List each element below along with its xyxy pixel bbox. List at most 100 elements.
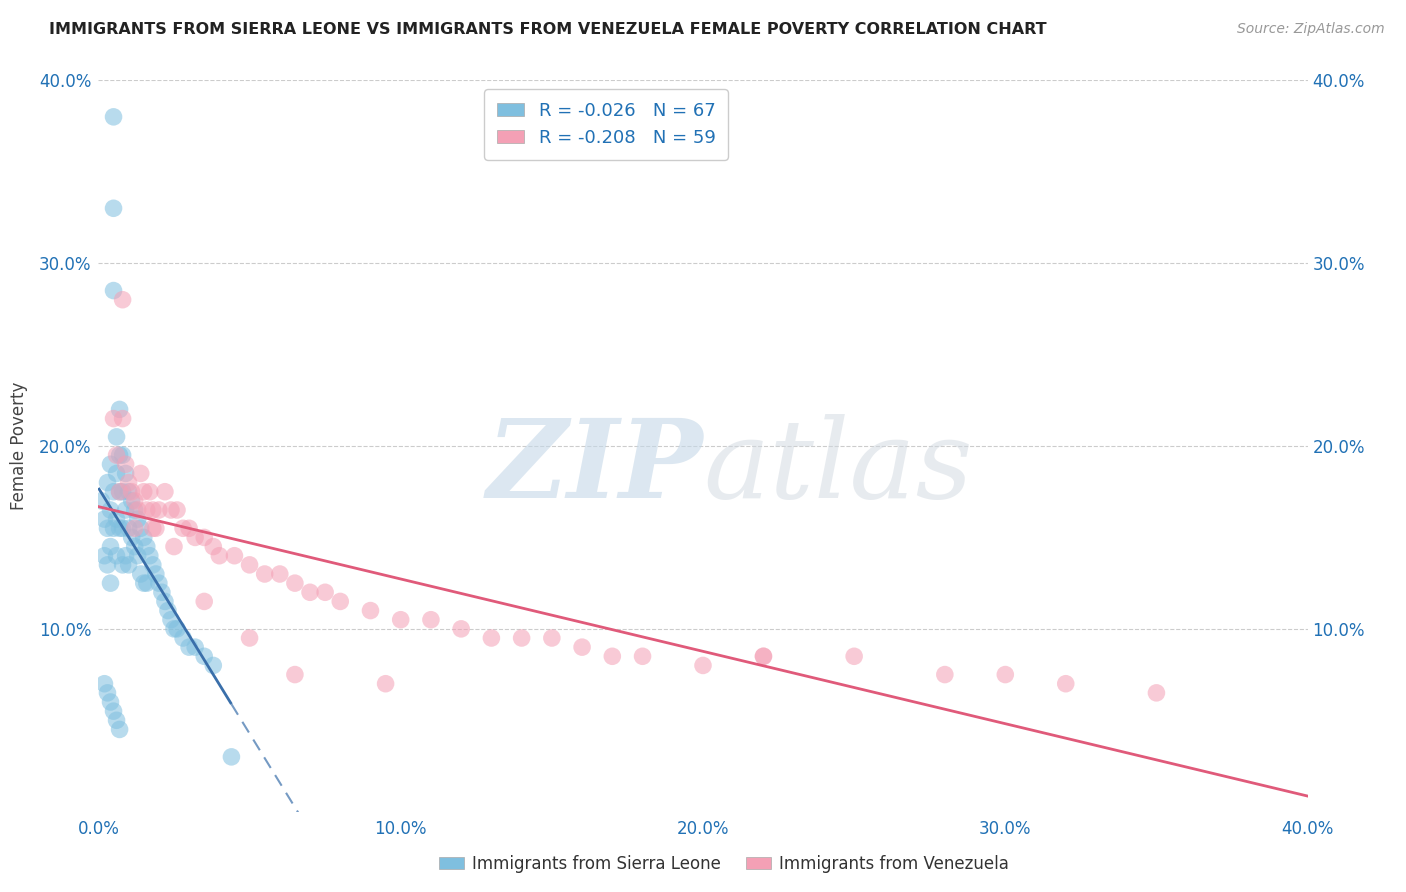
Point <box>420 613 443 627</box>
Point <box>166 503 188 517</box>
Point <box>571 640 593 655</box>
Point <box>139 484 162 499</box>
Point <box>127 549 149 563</box>
Point <box>108 448 131 462</box>
Point <box>179 521 201 535</box>
Point <box>103 411 125 425</box>
Point <box>105 549 128 563</box>
Point <box>202 540 225 554</box>
Point <box>96 686 118 700</box>
Point <box>118 484 141 499</box>
Point <box>314 585 336 599</box>
Point <box>142 558 165 572</box>
Point <box>100 695 122 709</box>
Point <box>90 494 112 508</box>
Point <box>184 530 207 544</box>
Point <box>124 540 146 554</box>
Point <box>93 549 115 563</box>
Point <box>163 540 186 554</box>
Point <box>602 649 624 664</box>
Point <box>172 521 194 535</box>
Point <box>752 649 775 664</box>
Point <box>284 576 307 591</box>
Point <box>96 521 118 535</box>
Point <box>100 457 122 471</box>
Point <box>127 503 149 517</box>
Point <box>103 521 125 535</box>
Point <box>111 448 134 462</box>
Point <box>1054 676 1077 690</box>
Point <box>135 540 157 554</box>
Point <box>103 201 125 215</box>
Point <box>510 631 533 645</box>
Point <box>129 467 152 481</box>
Point <box>160 503 183 517</box>
Point <box>114 549 136 563</box>
Point <box>111 484 134 499</box>
Point <box>108 402 131 417</box>
Text: IMMIGRANTS FROM SIERRA LEONE VS IMMIGRANTS FROM VENEZUELA FEMALE POVERTY CORRELA: IMMIGRANTS FROM SIERRA LEONE VS IMMIGRAN… <box>49 22 1047 37</box>
Point <box>135 576 157 591</box>
Point <box>208 549 231 563</box>
Point <box>129 521 152 535</box>
Point <box>105 448 128 462</box>
Point <box>103 704 125 718</box>
Point <box>100 503 122 517</box>
Legend: Immigrants from Sierra Leone, Immigrants from Venezuela: Immigrants from Sierra Leone, Immigrants… <box>432 848 1017 880</box>
Point <box>540 631 562 645</box>
Point <box>239 558 262 572</box>
Point <box>752 649 775 664</box>
Text: ZIP: ZIP <box>486 414 703 522</box>
Point <box>124 503 146 517</box>
Point <box>994 667 1017 681</box>
Point <box>450 622 472 636</box>
Point <box>121 484 143 499</box>
Point <box>142 503 165 517</box>
Point <box>269 567 291 582</box>
Point <box>239 631 262 645</box>
Point <box>160 613 183 627</box>
Point <box>202 658 225 673</box>
Point <box>111 558 134 572</box>
Point <box>166 622 188 636</box>
Point <box>184 640 207 655</box>
Point <box>127 512 149 526</box>
Point <box>172 631 194 645</box>
Point <box>132 576 155 591</box>
Point <box>145 521 167 535</box>
Point <box>148 576 170 591</box>
Point <box>121 530 143 544</box>
Point <box>108 484 131 499</box>
Point <box>389 613 412 627</box>
Point <box>100 540 122 554</box>
Point <box>105 467 128 481</box>
Point <box>93 512 115 526</box>
Point <box>105 512 128 526</box>
Point <box>132 484 155 499</box>
Point <box>129 567 152 582</box>
Y-axis label: Female Poverty: Female Poverty <box>10 382 28 510</box>
Point <box>692 658 714 673</box>
Point <box>145 567 167 582</box>
Point <box>105 430 128 444</box>
Point <box>139 549 162 563</box>
Point <box>150 585 173 599</box>
Point <box>193 649 215 664</box>
Point <box>284 667 307 681</box>
Point <box>193 530 215 544</box>
Point <box>105 714 128 728</box>
Point <box>124 494 146 508</box>
Point <box>93 676 115 690</box>
Point <box>114 503 136 517</box>
Point <box>111 411 134 425</box>
Point <box>111 293 134 307</box>
Point <box>221 749 243 764</box>
Point <box>96 558 118 572</box>
Text: atlas: atlas <box>703 414 973 522</box>
Point <box>118 521 141 535</box>
Point <box>299 585 322 599</box>
Point <box>163 622 186 636</box>
Point <box>121 494 143 508</box>
Point <box>179 640 201 655</box>
Point <box>103 284 125 298</box>
